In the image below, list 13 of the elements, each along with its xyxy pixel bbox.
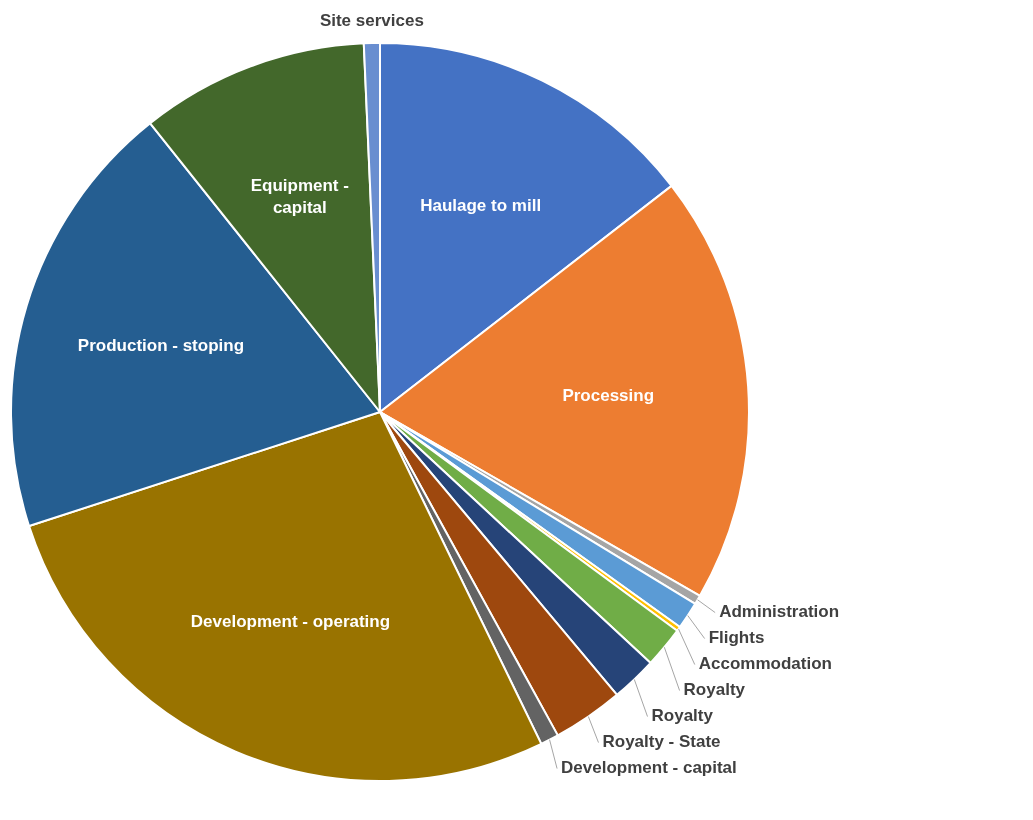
slice-label: Royalty [683, 680, 746, 700]
slice-label: Processing [562, 385, 655, 405]
slice-label: Flights [708, 628, 765, 648]
slice-label: Development - capital [561, 758, 737, 778]
slice-label: Equipment - capital [250, 176, 349, 218]
slice-label: Development - operating [190, 612, 391, 632]
slice-label: Production - stoping [77, 335, 245, 355]
slice-label: Administration [719, 602, 840, 622]
slice-label: Site services [319, 10, 424, 30]
slice-label: Royalty [651, 706, 714, 726]
slice-label: Haulage to mill [420, 196, 542, 216]
slice-label: Accommodation [698, 654, 832, 674]
slice-label: Royalty - State [602, 732, 721, 752]
